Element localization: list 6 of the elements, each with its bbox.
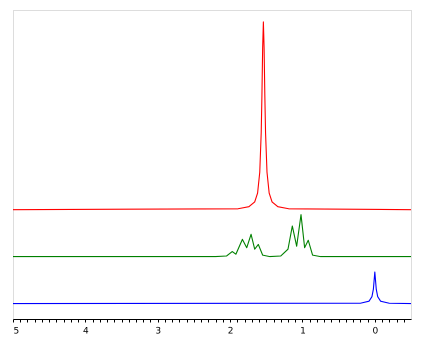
x-tick-label: 3 [155, 326, 162, 336]
x-tick-label: 4 [82, 326, 89, 336]
x-tick-label: 5 [14, 326, 20, 336]
x-tick-label: 2 [228, 326, 234, 336]
x-tick-label: 0 [372, 326, 378, 336]
x-tick-label: 1 [300, 326, 306, 336]
